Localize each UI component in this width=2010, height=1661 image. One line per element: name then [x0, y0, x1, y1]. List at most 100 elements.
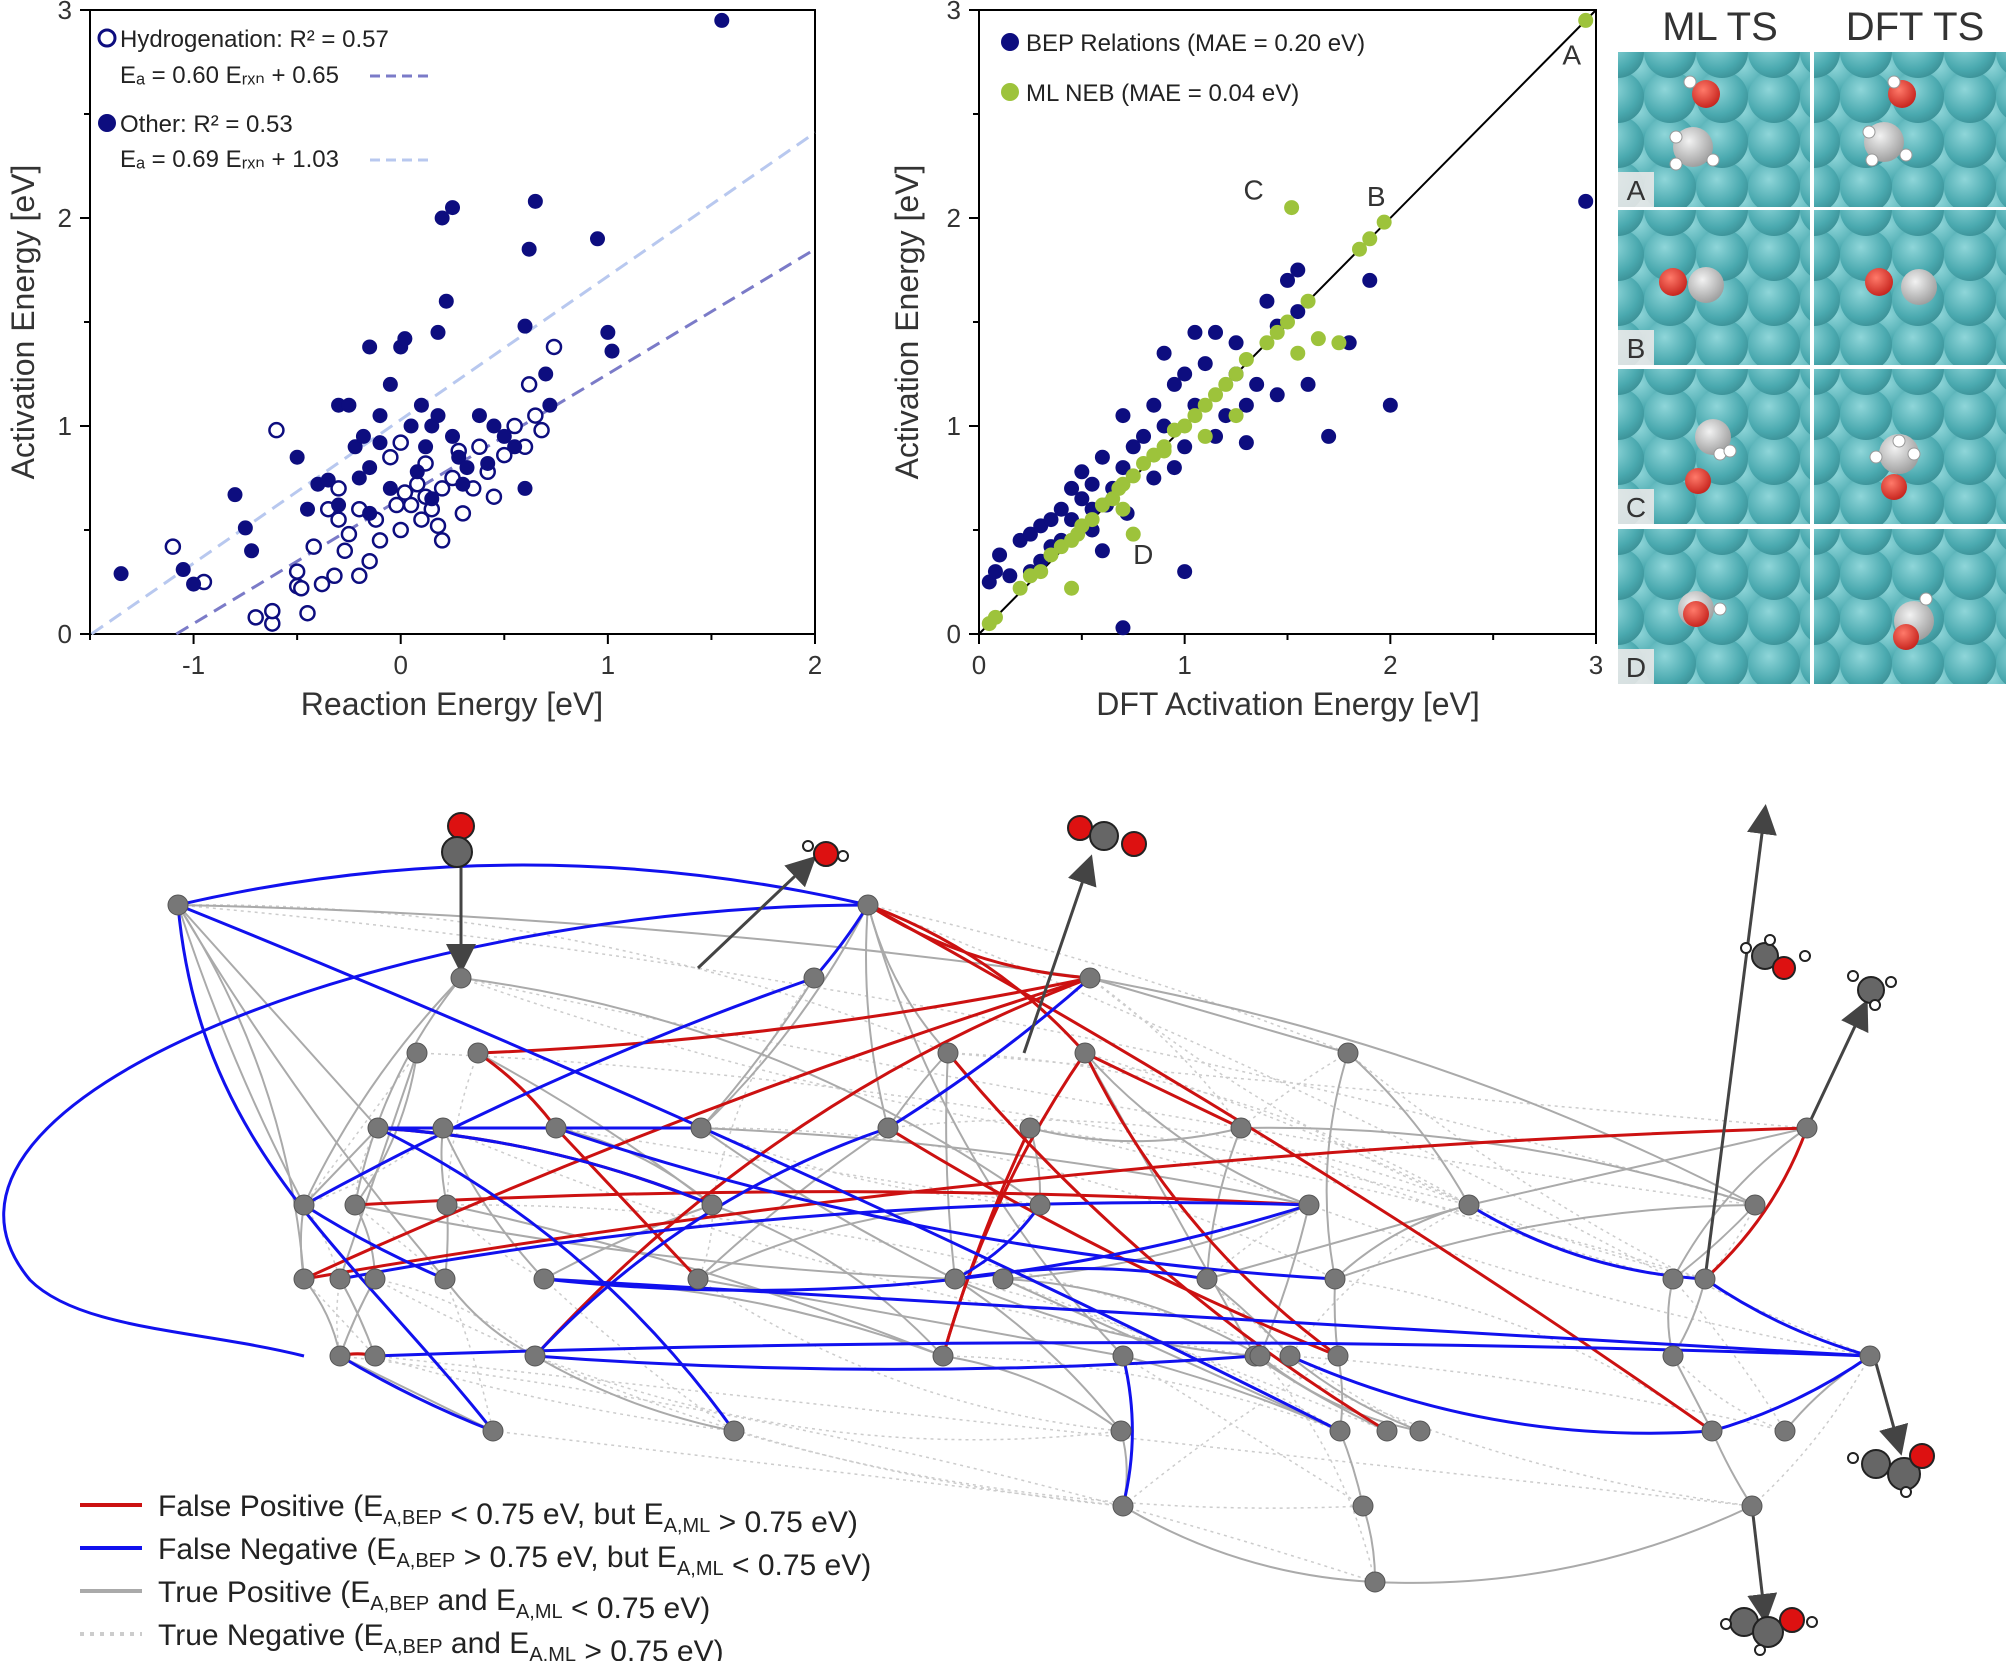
point-bep	[1177, 564, 1193, 580]
edge-true-negative	[1672, 1278, 1786, 1432]
point-mlneb	[1125, 468, 1141, 484]
point-other	[300, 501, 315, 517]
edge-false-positive	[303, 976, 1091, 1281]
point-hydrogenation	[330, 511, 347, 528]
point-bep	[1382, 397, 1398, 413]
network-node	[1458, 1194, 1480, 1216]
ml-ts-title: ML TS	[1662, 5, 1778, 49]
point-mlneb	[1156, 443, 1172, 459]
point-bep	[1115, 408, 1131, 424]
point-bep	[1094, 543, 1110, 559]
network-node	[1327, 1345, 1349, 1367]
point-mlneb	[1578, 12, 1594, 28]
edge-false-negative	[543, 1277, 1871, 1358]
edge-true-positive	[1334, 1204, 1470, 1280]
carbon-atom	[1879, 434, 1919, 474]
point-hydrogenation	[392, 434, 409, 451]
point-mlneb	[1064, 580, 1080, 596]
annotation-C: C	[1243, 175, 1263, 206]
edge-true-negative	[1672, 1355, 1786, 1432]
network-node	[1279, 1345, 1301, 1367]
point-hydrogenation	[164, 538, 182, 555]
point-other	[289, 449, 305, 465]
edge-true-positive	[1240, 1126, 1756, 1206]
point-hydrogenation	[351, 567, 368, 585]
point-hydrogenation	[433, 480, 451, 497]
edge-true-positive	[1672, 1355, 1713, 1432]
point-hydrogenation	[471, 438, 488, 456]
edge-false-negative	[954, 1204, 1042, 1281]
point-bep	[1208, 324, 1224, 340]
legend: BEP Relations (MAE = 0.20 eV) ML NEB (MA…	[1001, 30, 1365, 107]
legend-marker-hydrogenation	[97, 28, 117, 48]
network-node	[992, 1268, 1014, 1290]
point-hydrogenation	[293, 579, 310, 597]
arrow	[1703, 804, 1777, 1280]
point-mlneb	[1310, 331, 1326, 347]
edge-true-negative	[492, 1430, 1124, 1507]
edge-true-positive	[1672, 1204, 1756, 1280]
point-other	[372, 408, 388, 424]
point-bep	[1002, 568, 1018, 584]
edge-false-negative	[555, 1126, 1336, 1281]
network-node	[1662, 1268, 1684, 1290]
edge-true-negative	[1029, 1127, 1706, 1280]
point-mlneb	[987, 609, 1003, 625]
network-node	[432, 1117, 454, 1139]
ts-cell-C-dft	[1814, 369, 2006, 524]
hydrogen-atom	[1907, 447, 1921, 461]
hydrogen-atom	[1764, 934, 1776, 946]
network-node	[937, 1042, 959, 1064]
edge-true-negative	[1084, 1052, 1470, 1206]
network-node	[436, 1194, 458, 1216]
network-node	[450, 967, 472, 989]
point-bep	[1259, 293, 1275, 309]
point-hydrogenation	[268, 421, 285, 439]
legend-hydrogenation: Hydrogenation: R² = 0.57	[120, 26, 389, 53]
point-hydrogenation	[388, 496, 405, 514]
edge-true-negative	[1206, 1204, 1310, 1280]
network-node	[1112, 1495, 1134, 1517]
point-other	[445, 428, 460, 444]
edge-false-positive	[941, 1052, 1087, 1357]
point-other	[590, 231, 605, 247]
point-bep	[1290, 304, 1306, 320]
hydrogen-atom	[1885, 976, 1897, 988]
edge-true-positive	[1334, 1204, 1756, 1280]
point-bep	[1218, 408, 1234, 424]
edge-true-positive	[177, 904, 305, 1206]
network-node	[1859, 1345, 1881, 1367]
network-node	[364, 1268, 386, 1290]
network-node	[293, 1194, 315, 1216]
edge-true-positive	[460, 977, 1041, 1206]
point-hydrogenation	[330, 480, 347, 497]
hydrogen-atom	[1683, 75, 1697, 89]
point-bep	[1187, 324, 1203, 340]
point-other	[517, 318, 533, 334]
network-node	[1409, 1420, 1431, 1442]
point-other	[521, 241, 537, 257]
edge-true-negative	[733, 1430, 1364, 1509]
point-bep	[1341, 335, 1357, 351]
point-other	[430, 408, 446, 424]
edge-true-negative	[867, 904, 1674, 1280]
point-mlneb	[1084, 512, 1100, 528]
edge-false-negative	[887, 976, 1091, 1130]
edge-true-positive	[700, 1127, 1310, 1206]
point-bep	[992, 547, 1008, 563]
edge-true-positive	[1002, 1278, 1341, 1432]
legend: Hydrogenation: R² = 0.57 Eₐ = 0.60 Eᵣₓₙ …	[97, 26, 432, 173]
point-other	[362, 339, 378, 355]
point-hydrogenation	[313, 575, 331, 593]
edge-true-positive	[303, 977, 462, 1206]
point-other	[424, 491, 440, 507]
surface	[1814, 52, 2006, 207]
network-legend: False Positive (EA,BEP < 0.75 eV, but EA…	[80, 1490, 871, 1661]
network-node	[1196, 1268, 1218, 1290]
point-bep	[1300, 376, 1316, 392]
y-tick-label: 3	[58, 0, 72, 25]
arrow	[696, 855, 817, 970]
y-tick-label: 0	[947, 619, 961, 649]
y-tick-label: 2	[947, 203, 961, 233]
carbon-atom	[1857, 976, 1885, 1004]
